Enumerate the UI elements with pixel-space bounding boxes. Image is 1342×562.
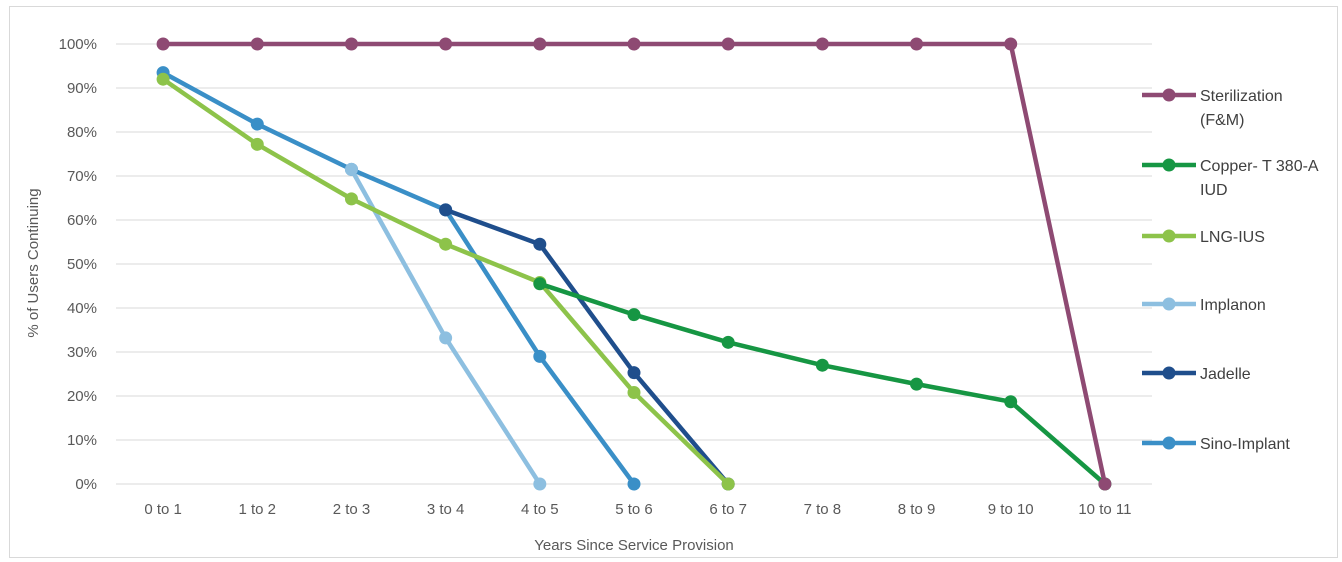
data-point xyxy=(721,37,735,51)
series-1 xyxy=(533,277,1112,491)
data-point xyxy=(815,37,829,51)
x-tick-label: 2 to 3 xyxy=(333,501,371,518)
data-point xyxy=(533,37,547,51)
x-tick-label: 0 to 1 xyxy=(144,501,182,518)
data-point xyxy=(344,162,358,176)
data-point xyxy=(439,203,453,217)
series-line xyxy=(160,70,637,487)
legend-item: Sterilization (F&M) xyxy=(1142,88,1283,129)
series-layer xyxy=(156,37,1112,491)
gridlines xyxy=(116,43,1152,485)
legend-marker xyxy=(1162,366,1176,380)
y-tick-label: 0% xyxy=(75,476,97,493)
series-3 xyxy=(344,162,547,491)
legend-marker xyxy=(1162,88,1176,102)
y-tick-label: 100% xyxy=(59,36,97,53)
legend-item: Sino-Implant xyxy=(1142,436,1290,453)
legend: Sterilization (F&M) Copper- T 380-A IUD LNG-… xyxy=(1142,88,1319,453)
series-line xyxy=(443,207,731,487)
data-point xyxy=(439,237,453,251)
legend-label: Copper- T 380-A xyxy=(1200,158,1319,175)
y-tick-label: 90% xyxy=(67,80,97,97)
data-point xyxy=(721,477,735,491)
x-tick-label: 9 to 10 xyxy=(988,501,1034,518)
x-tick-label: 8 to 9 xyxy=(898,501,936,518)
data-point xyxy=(344,37,358,51)
x-tick-label: 10 to 11 xyxy=(1078,501,1131,518)
x-tick-label: 6 to 7 xyxy=(709,501,747,518)
x-tick-label: 7 to 8 xyxy=(804,501,842,518)
series-line xyxy=(160,76,731,487)
data-point xyxy=(250,37,264,51)
data-point xyxy=(533,237,547,251)
x-tick-label: 4 to 5 xyxy=(521,501,559,518)
data-point xyxy=(910,37,924,51)
y-axis-ticks: 0% 10% 20% 30% 40% 50% 60% 70% 80% 90% 100% xyxy=(59,36,97,493)
data-point xyxy=(1098,477,1112,491)
legend-label: (F&M) xyxy=(1200,112,1244,129)
chart-frame xyxy=(9,6,1338,558)
data-point xyxy=(533,349,547,363)
data-point xyxy=(627,37,641,51)
data-point xyxy=(533,477,547,491)
y-axis-title: % of Users Continuing xyxy=(25,188,42,337)
legend-label: IUD xyxy=(1200,182,1228,199)
legend-marker xyxy=(1162,229,1176,243)
legend-item: Copper- T 380-A IUD xyxy=(1142,158,1319,199)
data-point xyxy=(627,385,641,399)
y-tick-label: 10% xyxy=(67,432,97,449)
data-point xyxy=(156,37,170,51)
data-point xyxy=(533,277,547,291)
legend-label: Jadelle xyxy=(1200,366,1251,383)
series-0 xyxy=(156,37,1112,491)
y-tick-label: 50% xyxy=(67,256,97,273)
data-point xyxy=(627,366,641,380)
data-point xyxy=(439,37,453,51)
series-line xyxy=(349,167,543,487)
legend-marker xyxy=(1162,436,1176,450)
y-tick-label: 60% xyxy=(67,212,97,229)
data-point xyxy=(815,358,829,372)
legend-label: Sino-Implant xyxy=(1200,436,1290,453)
x-axis-title: Years Since Service Provision xyxy=(534,537,734,554)
series-5 xyxy=(156,66,641,491)
x-tick-label: 5 to 6 xyxy=(615,501,653,518)
data-point xyxy=(910,377,924,391)
data-point xyxy=(439,331,453,345)
y-tick-label: 20% xyxy=(67,388,97,405)
series-2 xyxy=(156,72,735,491)
data-point xyxy=(250,137,264,151)
data-point xyxy=(627,308,641,322)
legend-item: Implanon xyxy=(1142,297,1266,314)
data-point xyxy=(156,72,170,86)
y-tick-label: 70% xyxy=(67,168,97,185)
data-point xyxy=(344,192,358,206)
y-tick-label: 30% xyxy=(67,344,97,361)
legend-marker xyxy=(1162,297,1176,311)
legend-label: Sterilization xyxy=(1200,88,1283,105)
y-tick-label: 40% xyxy=(67,300,97,317)
legend-label: LNG-IUS xyxy=(1200,229,1265,246)
legend-item: LNG-IUS xyxy=(1142,229,1265,246)
legend-item: Jadelle xyxy=(1142,366,1251,383)
legend-marker xyxy=(1162,158,1176,172)
legend-label: Implanon xyxy=(1200,297,1266,314)
data-point xyxy=(1004,395,1018,409)
x-tick-label: 1 to 2 xyxy=(239,501,277,518)
data-point xyxy=(250,117,264,131)
x-tick-label: 3 to 4 xyxy=(427,501,465,518)
data-point xyxy=(721,335,735,349)
data-point xyxy=(627,477,641,491)
y-tick-label: 80% xyxy=(67,124,97,141)
data-point xyxy=(1004,37,1018,51)
x-axis-ticks: 0 to 1 1 to 2 2 to 3 3 to 4 4 to 5 5 to 6 6 to… xyxy=(144,501,1131,518)
